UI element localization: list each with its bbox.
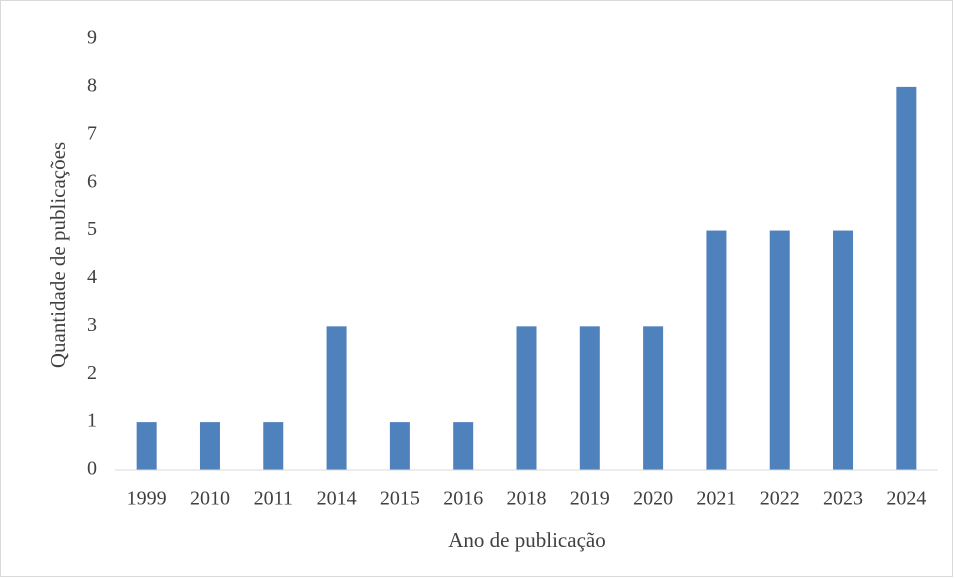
x-tick-label: 2011 (254, 488, 293, 510)
bar (199, 422, 220, 470)
y-tick-label: 8 (87, 74, 97, 96)
y-tick-label: 4 (87, 266, 97, 288)
x-tick-label: 1999 (127, 488, 167, 510)
bar (326, 326, 347, 470)
x-tick-label: 2019 (570, 488, 610, 510)
y-tick-label: 6 (87, 170, 97, 192)
y-tick-label: 1 (87, 410, 97, 432)
bar (136, 422, 157, 470)
bar (643, 326, 664, 470)
x-tick-label: 2010 (190, 488, 230, 510)
bar (516, 326, 537, 470)
y-tick-label: 3 (87, 314, 97, 336)
x-tick-label: 2024 (886, 488, 926, 510)
y-tick-label: 2 (87, 362, 97, 384)
x-tick-label: 2018 (507, 488, 547, 510)
x-tick-label: 2016 (443, 488, 483, 510)
y-tick-label: 9 (87, 27, 97, 49)
bar (453, 422, 474, 470)
x-tick-label: 2020 (633, 488, 673, 510)
x-axis-title: Ano de publicação (448, 528, 605, 552)
bar (833, 230, 854, 470)
y-tick-label: 5 (87, 218, 97, 240)
bar (706, 230, 727, 470)
bar (263, 422, 284, 470)
x-tick-label: 2021 (696, 488, 736, 510)
y-tick-label: 7 (87, 122, 97, 144)
bar (579, 326, 600, 470)
bar (896, 86, 917, 470)
y-tick-label: 0 (87, 458, 97, 480)
x-tick-label: 2023 (823, 488, 863, 510)
y-axis-title: Quantidade de publicações (46, 142, 70, 368)
bar (389, 422, 410, 470)
bar (769, 230, 790, 470)
x-tick-label: 2022 (760, 488, 800, 510)
x-tick-label: 2015 (380, 488, 420, 510)
x-tick-label: 2014 (317, 488, 357, 510)
